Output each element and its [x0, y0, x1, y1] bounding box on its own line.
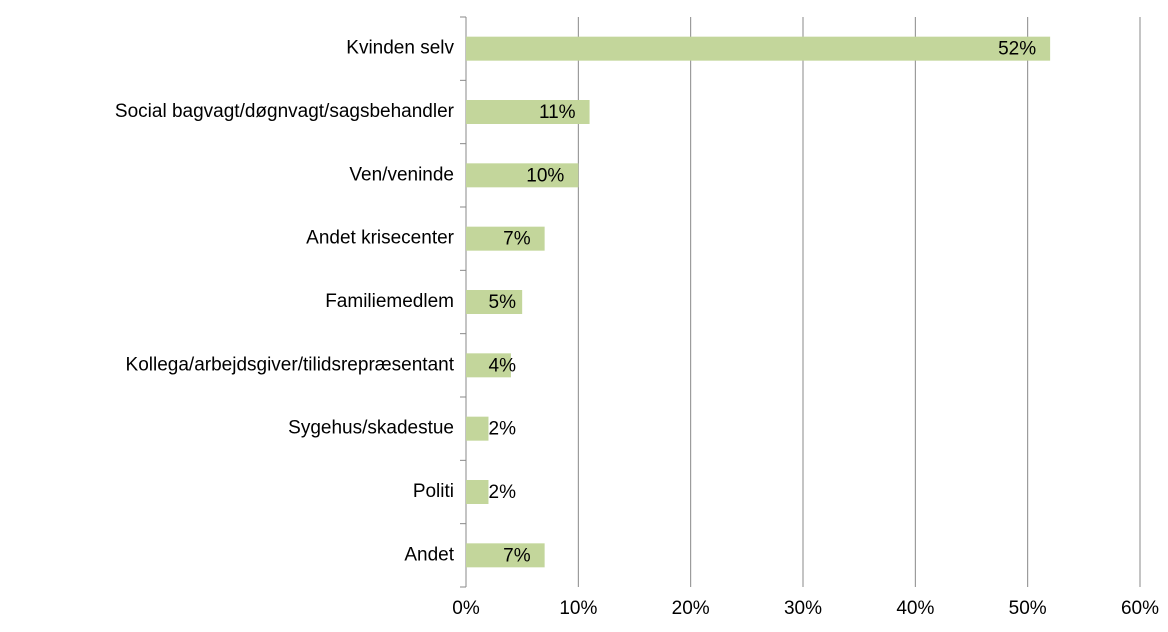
y-tick-label: Social bagvagt/døgnvagt/sagsbehandler [115, 101, 455, 122]
value-label: 2% [489, 482, 517, 503]
bar [466, 226, 545, 251]
y-tick-label: Kvinden selv [346, 38, 454, 59]
y-tick-label: Andet krisecenter [306, 228, 455, 249]
value-label: 52% [998, 39, 1036, 60]
bar [466, 480, 489, 504]
y-tick-label: Kollega/arbejdsgiver/tilidsrepræsentant [126, 354, 455, 375]
x-tick-label: 60% [1121, 598, 1159, 619]
bar [466, 543, 545, 568]
y-tick-label: Politi [413, 481, 454, 502]
x-tick-label: 40% [896, 598, 934, 619]
bar [466, 163, 579, 188]
bar [466, 416, 489, 441]
bar [466, 353, 511, 378]
bar [466, 100, 590, 124]
value-label: 4% [489, 355, 517, 376]
value-label: 5% [489, 292, 517, 313]
value-label: 7% [503, 229, 531, 250]
y-tick-label: Sygehus/skadestue [288, 418, 454, 439]
y-tick-label: Familiemedlem [325, 291, 454, 312]
bar [466, 36, 1051, 61]
x-tick-label: 0% [452, 598, 480, 619]
x-tick-label: 20% [672, 598, 710, 619]
value-label: 7% [503, 545, 531, 566]
x-tick-label: 50% [1009, 598, 1047, 619]
y-tick-label: Ven/veninde [349, 164, 454, 185]
bar [466, 290, 523, 314]
y-tick-label: Andet [404, 544, 454, 565]
value-label: 10% [526, 165, 564, 186]
x-tick-label: 10% [559, 598, 597, 619]
x-tick-label: 30% [784, 598, 822, 619]
value-label: 2% [489, 419, 517, 440]
value-label: 11% [539, 102, 576, 123]
